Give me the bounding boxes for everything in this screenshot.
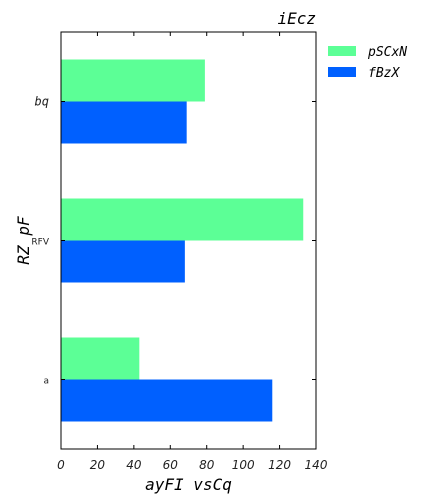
y-tick-label-bq: bq	[35, 95, 49, 109]
y-axis-label: RZ pF	[14, 216, 33, 265]
x-tick-label-120: 120	[268, 458, 291, 472]
x-tick-label-60: 60	[163, 458, 179, 472]
bar-fBzX-RFV	[61, 240, 185, 283]
legend-swatch-fBzX	[328, 67, 356, 77]
x-tick-label-80: 80	[199, 458, 215, 472]
bar-pSCxN-bq	[61, 59, 205, 102]
legend-label-fBzX: fBzX	[368, 66, 400, 81]
x-tick-label-0: 0	[57, 458, 65, 472]
y-tick-label-RFV: RFV	[31, 238, 49, 248]
chart-title: iEcz	[277, 9, 316, 28]
bar-fBzX-bq	[61, 101, 187, 144]
x-tick-label-20: 20	[90, 458, 106, 472]
ticks-layer: a RFV bq 0 20 40 60 80 100 120 140	[31, 32, 328, 472]
legend-label-pSCxN: pSCxN	[367, 45, 407, 60]
x-tick-label-100: 100	[232, 458, 255, 472]
bar-pSCxN-a	[61, 337, 140, 380]
bars-layer	[61, 59, 304, 422]
bar-pSCxN-RFV	[61, 198, 304, 241]
bar-fBzX-a	[61, 379, 273, 422]
y-tick-label-a: a	[43, 377, 49, 387]
legend-swatch-pSCxN	[328, 46, 356, 56]
x-tick-label-40: 40	[126, 458, 142, 472]
legend: pSCxN fBzX	[328, 45, 407, 81]
x-axis-label: ayFI vsCq	[145, 475, 232, 494]
x-tick-label-140: 140	[305, 458, 328, 472]
